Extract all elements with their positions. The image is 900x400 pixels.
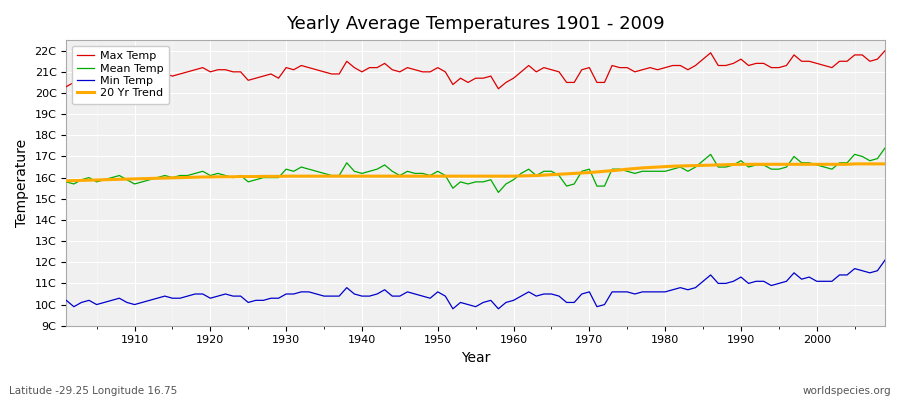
Mean Temp — [493, 190, 504, 195]
Text: Latitude -29.25 Longitude 16.75: Latitude -29.25 Longitude 16.75 — [9, 386, 177, 396]
Min Temp — [508, 298, 519, 303]
Max Temp — [516, 70, 526, 74]
Min Temp — [879, 258, 890, 262]
Legend: Max Temp, Mean Temp, Min Temp, 20 Yr Trend: Max Temp, Mean Temp, Min Temp, 20 Yr Tre… — [72, 46, 169, 104]
Min Temp — [61, 298, 72, 303]
Mean Temp — [122, 177, 132, 182]
Mean Temp — [288, 169, 299, 174]
Line: 20 Yr Trend: 20 Yr Trend — [67, 164, 885, 181]
20 Yr Trend — [288, 174, 299, 178]
Mean Temp — [334, 173, 345, 178]
Max Temp — [879, 48, 890, 53]
Max Temp — [122, 78, 132, 83]
20 Yr Trend — [850, 162, 860, 166]
Min Temp — [516, 294, 526, 298]
Max Temp — [508, 76, 519, 80]
Line: Max Temp: Max Temp — [67, 51, 885, 89]
Mean Temp — [607, 167, 617, 172]
Mean Temp — [508, 177, 519, 182]
20 Yr Trend — [334, 174, 345, 178]
X-axis label: Year: Year — [461, 351, 491, 365]
20 Yr Trend — [879, 162, 890, 166]
Line: Min Temp: Min Temp — [67, 260, 885, 309]
Max Temp — [607, 63, 617, 68]
Max Temp — [61, 84, 72, 89]
Min Temp — [607, 290, 617, 294]
Max Temp — [334, 72, 345, 76]
Title: Yearly Average Temperatures 1901 - 2009: Yearly Average Temperatures 1901 - 2009 — [286, 15, 665, 33]
Min Temp — [288, 292, 299, 296]
Max Temp — [493, 86, 504, 91]
Min Temp — [122, 300, 132, 305]
20 Yr Trend — [599, 169, 610, 174]
20 Yr Trend — [500, 174, 511, 178]
Min Temp — [334, 294, 345, 298]
Mean Temp — [879, 146, 890, 150]
Y-axis label: Temperature: Temperature — [15, 139, 29, 227]
Mean Temp — [516, 171, 526, 176]
Line: Mean Temp: Mean Temp — [67, 148, 885, 192]
Min Temp — [447, 306, 458, 311]
20 Yr Trend — [508, 174, 519, 178]
20 Yr Trend — [122, 177, 132, 182]
20 Yr Trend — [61, 178, 72, 183]
Text: worldspecies.org: worldspecies.org — [803, 386, 891, 396]
Mean Temp — [61, 180, 72, 184]
Max Temp — [288, 67, 299, 72]
